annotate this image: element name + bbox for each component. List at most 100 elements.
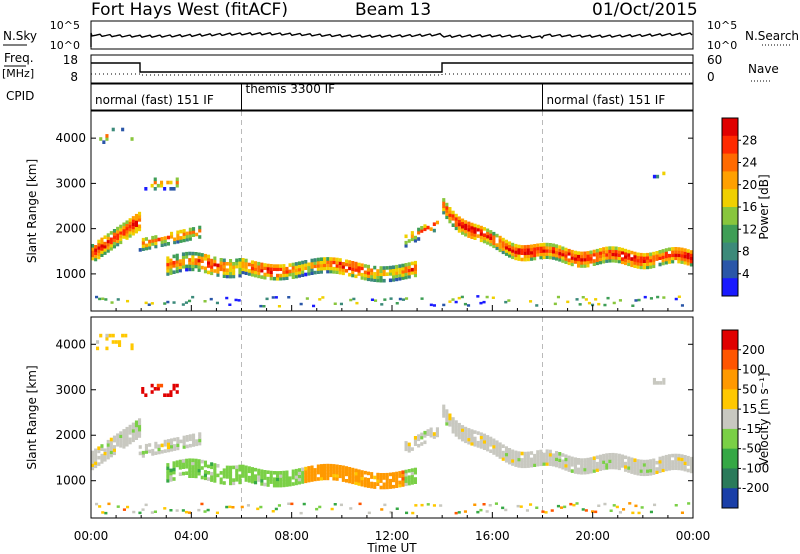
scatter-cell xyxy=(266,266,270,271)
scatter-cell xyxy=(125,233,129,237)
scatter-cell xyxy=(530,247,534,252)
scatter-cell xyxy=(581,508,585,511)
scatter-cell xyxy=(603,502,607,506)
scatter-cell xyxy=(179,239,183,243)
scatter-cell xyxy=(388,482,392,486)
y-tick-label: 2000 xyxy=(55,428,86,442)
scatter-cell xyxy=(307,272,311,276)
scatter-cell xyxy=(335,477,339,481)
scatter-cell xyxy=(169,180,173,185)
scatter-cell xyxy=(175,460,179,464)
scatter-cell xyxy=(614,259,618,263)
scatter-cell xyxy=(232,274,236,279)
scatter-cell xyxy=(605,259,609,263)
scatter-cell xyxy=(555,257,559,261)
scatter-cell xyxy=(213,466,217,470)
scatter-cell xyxy=(589,256,593,261)
scatter-cell xyxy=(383,503,387,507)
scatter-cell xyxy=(606,296,610,300)
scatter-cell xyxy=(271,510,275,513)
scatter-cell xyxy=(376,272,380,276)
scatter-cell xyxy=(163,187,167,191)
scatter-cell xyxy=(279,267,283,271)
scatter-cell xyxy=(318,505,322,509)
scatter-cell xyxy=(686,252,690,256)
scatter-cell xyxy=(175,183,179,188)
scatter-cell xyxy=(671,259,675,264)
scatter-cell xyxy=(285,476,289,481)
scatter-cell xyxy=(479,232,483,236)
scatter-cell xyxy=(556,295,560,299)
scatter-cell xyxy=(389,511,393,514)
scatter-cell xyxy=(354,261,358,266)
scatter-cell xyxy=(516,504,520,508)
scatter-cell xyxy=(125,226,129,231)
scatter-cell xyxy=(109,444,113,448)
scatter-cell xyxy=(536,253,540,257)
scatter-cell xyxy=(463,302,467,306)
scatter-cell xyxy=(176,446,180,451)
scatter-cell xyxy=(639,262,643,266)
scatter-cell xyxy=(119,231,123,235)
scatter-cell xyxy=(131,422,135,427)
scatter-cell xyxy=(567,455,571,460)
scatter-cell xyxy=(467,234,471,238)
scatter-cell xyxy=(169,271,173,275)
scatter-cell xyxy=(282,264,286,268)
scatter-cell xyxy=(241,258,245,262)
scatter-cell xyxy=(594,510,598,514)
scatter-cell xyxy=(366,477,370,482)
scatter-cell xyxy=(175,269,179,274)
scatter-cell xyxy=(564,257,568,261)
scatter-cell xyxy=(545,249,549,253)
freq-unit: [MHz] xyxy=(2,67,34,80)
scatter-cell xyxy=(584,298,588,301)
scatter-cell xyxy=(179,236,183,240)
scatter-cell xyxy=(321,296,325,299)
scatter-cell xyxy=(542,246,546,250)
scatter-cell xyxy=(94,257,98,262)
scatter-cell xyxy=(649,459,653,463)
scatter-cell xyxy=(238,480,242,485)
scatter-cell xyxy=(125,229,129,234)
scatter-cell xyxy=(329,463,333,468)
scatter-cell xyxy=(188,434,192,438)
scatter-cell xyxy=(548,462,552,466)
scatter-cell xyxy=(407,469,411,473)
scatter-cell xyxy=(586,464,590,468)
scatter-cell xyxy=(288,479,292,484)
scatter-cell xyxy=(279,477,283,481)
scatter-cell xyxy=(100,250,104,254)
scatter-cell xyxy=(144,243,148,248)
scatter-cell xyxy=(128,230,132,235)
scatter-cell xyxy=(482,236,486,241)
scatter-cell xyxy=(667,260,671,264)
scatter-cell xyxy=(495,443,499,448)
scatter-cell xyxy=(457,422,461,427)
scatter-cell xyxy=(235,465,239,469)
scatter-cell xyxy=(417,230,421,235)
scatter-cell xyxy=(106,249,110,253)
scatter-cell xyxy=(203,476,207,481)
colorbar-tick-label: 50 xyxy=(742,382,757,396)
scatter-cell xyxy=(392,484,396,489)
scatter-cell xyxy=(508,250,512,255)
scatter-cell xyxy=(131,216,135,220)
scatter-cell xyxy=(661,261,665,266)
scatter-cell xyxy=(200,265,204,270)
scatter-cell xyxy=(105,333,109,338)
scatter-cell xyxy=(485,295,489,299)
scatter-cell xyxy=(119,440,123,445)
scatter-cell xyxy=(294,268,298,272)
scatter-cell xyxy=(495,246,499,251)
scatter-cell xyxy=(432,432,436,436)
scatter-cell xyxy=(404,240,408,245)
scatter-cell xyxy=(611,462,615,467)
scatter-cell xyxy=(423,227,427,232)
y-tick-label: 4000 xyxy=(55,337,86,351)
scatter-cell xyxy=(229,259,233,263)
scatter-cell xyxy=(463,510,467,513)
scatter-cell xyxy=(592,262,596,266)
scatter-cell xyxy=(652,458,656,463)
scatter-cell xyxy=(388,272,392,276)
